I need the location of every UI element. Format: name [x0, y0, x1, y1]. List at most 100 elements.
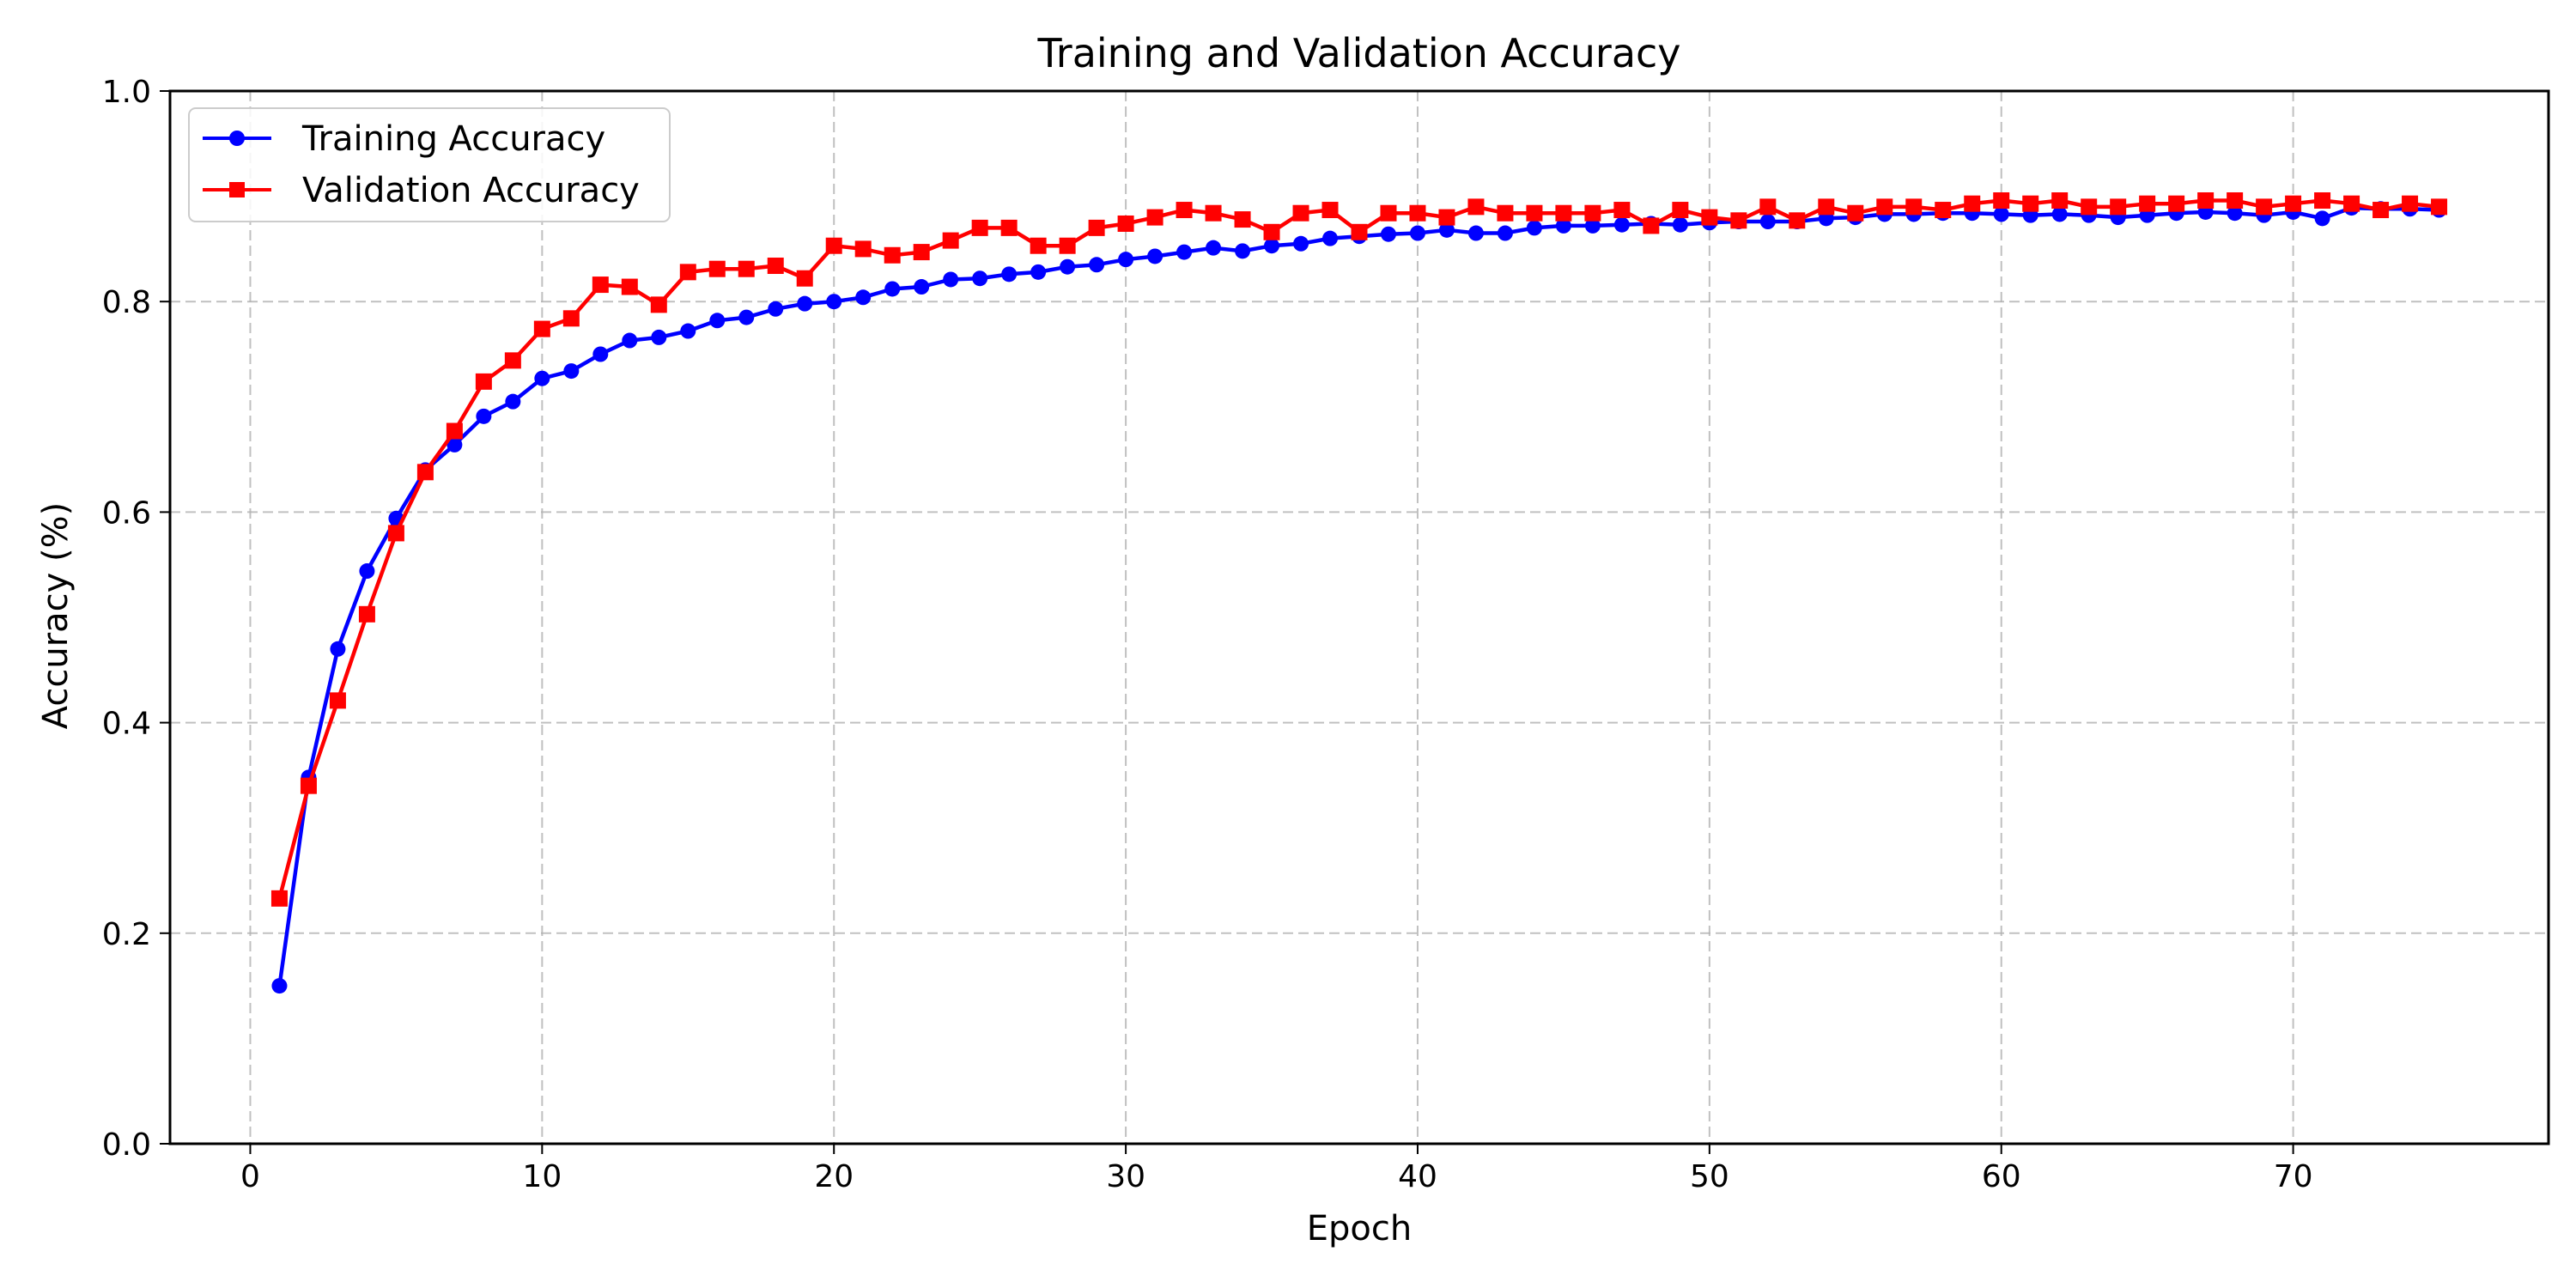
training-accuracy-point — [622, 332, 638, 349]
training-accuracy-point — [447, 436, 463, 453]
validation-accuracy-point — [1321, 202, 1339, 219]
y-tick-label: 0.0 — [102, 1127, 151, 1163]
y-tick-label: 1.0 — [102, 75, 151, 110]
validation-accuracy-point — [1146, 209, 1163, 226]
validation-accuracy-point — [679, 264, 696, 281]
validation-accuracy-point — [1380, 204, 1397, 222]
training-accuracy-point — [2314, 210, 2330, 227]
training-accuracy-point — [1118, 252, 1134, 268]
validation-accuracy-point — [475, 373, 492, 390]
validation-accuracy-point — [2168, 195, 2185, 212]
validation-accuracy-point — [796, 270, 813, 287]
training-accuracy-point — [1497, 225, 1513, 241]
training-accuracy-point — [1264, 238, 1280, 254]
validation-accuracy-point — [504, 352, 521, 369]
validation-accuracy-point — [1905, 198, 1923, 216]
training-accuracy-point — [1060, 258, 1076, 275]
validation-accuracy-point — [2081, 198, 2098, 216]
training-accuracy-point — [534, 370, 550, 386]
validation-accuracy-point — [1847, 204, 1864, 222]
validation-accuracy-point — [650, 296, 667, 313]
training-accuracy-point — [826, 294, 842, 310]
validation-accuracy-point — [1818, 198, 1835, 216]
validation-accuracy-point — [1176, 202, 1193, 219]
validation-accuracy-point — [1292, 204, 1309, 222]
x-tick-label: 70 — [2274, 1159, 2313, 1194]
validation-accuracy-point — [1876, 198, 1893, 216]
validation-accuracy-point — [416, 464, 434, 481]
validation-accuracy-point — [1438, 209, 1455, 226]
validation-accuracy-point — [2197, 192, 2215, 210]
validation-accuracy-point — [1409, 204, 1426, 222]
validation-accuracy-point — [2256, 198, 2273, 216]
legend-label-training: Training Accuracy — [301, 119, 605, 159]
series-layer — [270, 192, 2448, 994]
y-axis-label: Accuracy (%) — [36, 502, 76, 730]
training-accuracy-point — [2227, 205, 2243, 222]
x-tick-label: 30 — [1106, 1159, 1145, 1194]
validation-accuracy-point — [1993, 192, 2010, 210]
validation-accuracy-point — [854, 240, 872, 258]
training-accuracy-point — [1467, 225, 1484, 241]
training-accuracy-point — [651, 329, 667, 345]
training-accuracy-point — [330, 641, 346, 657]
training-accuracy-point — [1526, 220, 1542, 236]
validation-accuracy-point — [1234, 211, 1251, 228]
training-accuracy-point — [738, 309, 755, 325]
training-accuracy-point — [1380, 226, 1396, 242]
validation-accuracy-point — [1351, 223, 1368, 240]
validation-accuracy-point — [738, 260, 755, 277]
validation-accuracy-point — [1789, 212, 1806, 229]
validation-accuracy-point — [2285, 195, 2302, 212]
validation-accuracy-point — [2431, 198, 2448, 216]
validation-accuracy-point — [562, 310, 580, 327]
training-accuracy-point — [855, 289, 872, 306]
training-accuracy-point — [1759, 214, 1776, 230]
training-accuracy-point — [271, 978, 288, 994]
training-accuracy-point — [1001, 266, 1018, 283]
validation-accuracy-point — [2314, 192, 2331, 210]
x-tick-label: 40 — [1398, 1159, 1437, 1194]
training-accuracy-point — [563, 363, 580, 380]
validation-accuracy-point — [270, 890, 288, 907]
validation-accuracy-point — [1117, 215, 1134, 232]
validation-accuracy-point — [1088, 219, 1105, 236]
training-accuracy-point — [1030, 264, 1047, 280]
validation-accuracy-point — [1730, 212, 1747, 229]
training-accuracy-point — [359, 563, 375, 580]
validation-accuracy-point — [1205, 204, 1222, 222]
validation-accuracy-point — [387, 525, 404, 542]
validation-accuracy-point — [1555, 204, 1572, 222]
training-accuracy-point — [1672, 216, 1688, 233]
training-accuracy-point — [972, 270, 988, 287]
training-accuracy-point — [768, 301, 784, 317]
plot-frame — [168, 89, 2550, 1145]
chart-title: Training and Validation Accuracy — [1036, 30, 1680, 76]
training-accuracy-point — [1089, 257, 1105, 273]
validation-accuracy-point — [358, 605, 375, 623]
training-accuracy-point — [1555, 217, 1571, 234]
validation-accuracy-point — [1964, 195, 1981, 212]
x-axis-label: Epoch — [1307, 1209, 1412, 1249]
y-tick-label: 0.4 — [102, 707, 151, 742]
tick-layer: 0 10 20 30 40 50 60 70 0.0 0.2 0.4 0.6 0.8 1.0 — [102, 75, 2313, 1194]
x-tick-label: 60 — [1982, 1159, 2021, 1194]
validation-accuracy-point — [825, 237, 842, 254]
validation-accuracy-point — [767, 258, 784, 275]
validation-accuracy-point — [1613, 202, 1631, 219]
training-accuracy-point — [709, 313, 726, 329]
training-accuracy-point — [2051, 206, 2068, 222]
training-accuracy-point — [505, 393, 521, 410]
validation-accuracy-point — [1584, 204, 1601, 222]
validation-accuracy-point — [2343, 195, 2360, 212]
training-accuracy-point — [943, 271, 959, 288]
training-accuracy-point — [1438, 222, 1455, 238]
validation-accuracy-point — [1059, 237, 1076, 254]
x-tick-label: 20 — [814, 1159, 854, 1194]
validation-accuracy-point — [329, 692, 346, 709]
training-accuracy-point — [592, 346, 609, 362]
x-tick-label: 0 — [240, 1159, 260, 1194]
validation-accuracy-point — [592, 276, 609, 294]
training-accuracy-point — [797, 295, 813, 312]
